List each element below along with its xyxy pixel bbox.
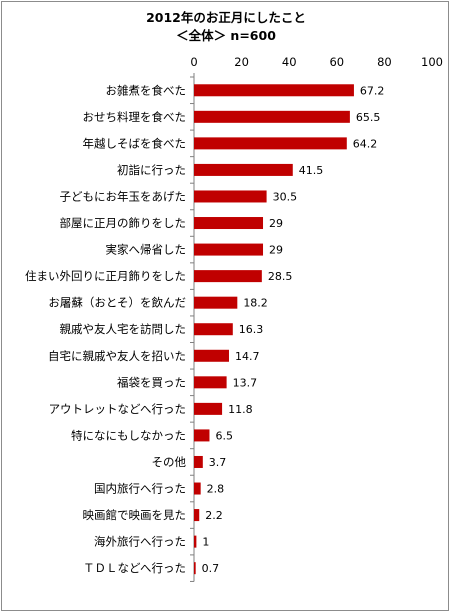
bar	[194, 402, 223, 415]
bar	[194, 217, 264, 230]
x-tick-label: 100	[421, 55, 443, 69]
category-label: 福袋を買った	[117, 375, 186, 389]
category-label: 親戚や友人宅を訪問した	[60, 322, 187, 336]
x-tick-label: 60	[329, 55, 344, 69]
bar	[194, 455, 203, 468]
category-label: 住まい外回りに正月飾りをした	[25, 269, 186, 283]
bar	[194, 243, 264, 256]
category-label: 初詣に行った	[117, 163, 186, 177]
x-tick-label: 40	[282, 55, 297, 69]
value-label: 11.8	[228, 403, 253, 416]
bar	[194, 376, 227, 389]
value-label: 64.2	[353, 137, 378, 150]
category-label: お雑煮を食べた	[106, 83, 187, 97]
chart-title: 2012年のお正月にしたこと	[146, 10, 306, 25]
value-label: 0.7	[202, 562, 220, 575]
value-label: 6.5	[215, 429, 233, 442]
value-label: 2.8	[207, 483, 225, 496]
bar	[194, 323, 233, 336]
bar	[194, 429, 210, 442]
category-label: おせち料理を食べた	[83, 110, 187, 124]
value-label: 29	[269, 244, 283, 257]
value-label: 30.5	[273, 190, 298, 203]
category-label: 海外旅行へ行った	[94, 535, 186, 549]
category-label: 部屋に正月の飾りをした	[60, 216, 187, 230]
bar	[194, 296, 238, 309]
value-label: 67.2	[360, 84, 385, 97]
bar	[194, 535, 197, 548]
bar	[194, 349, 229, 362]
bar	[194, 137, 347, 150]
category-label: 実家へ帰省した	[106, 243, 187, 257]
value-label: 14.7	[235, 350, 260, 363]
bar	[194, 482, 201, 495]
value-label: 13.7	[233, 376, 258, 389]
value-label: 16.3	[239, 323, 264, 336]
value-label: 65.5	[356, 111, 381, 124]
bar	[194, 562, 196, 575]
value-label: 41.5	[299, 164, 324, 177]
category-label: 特になにもしなかった	[71, 428, 186, 442]
bar	[194, 270, 262, 283]
bar	[194, 509, 200, 522]
axes: 0 20 40 60 80 100 お雑煮を食べたおせち料理を食べた年越しそばを食べた初詣に…	[25, 55, 443, 582]
value-label: 3.7	[209, 456, 227, 469]
value-label: 28.5	[268, 270, 293, 283]
category-label: その他	[152, 455, 187, 469]
value-label: 1	[202, 536, 209, 549]
bar	[194, 84, 354, 97]
chart-subtitle: ＜全体＞ n=600	[176, 28, 276, 43]
category-label: アウトレットなどへ行った	[49, 402, 186, 416]
x-tick-label: 80	[377, 55, 392, 69]
bar	[194, 190, 267, 203]
value-label: 2.2	[205, 509, 223, 522]
value-label: 29	[269, 217, 283, 230]
value-label: 18.2	[243, 297, 267, 310]
bars: 67.2 65.5 64.2 41.530.5 29 29 28.5 18.2 16.3 14.7…	[194, 84, 384, 575]
category-label: 年越しそばを食べた	[83, 136, 187, 150]
x-tick-label: 20	[234, 55, 249, 69]
category-label: ＴＤＬなどへ行った	[83, 561, 186, 575]
category-label: 子どもにお年玉をあげた	[60, 189, 187, 203]
x-tick-label: 0	[190, 55, 197, 69]
bar	[194, 110, 350, 123]
category-label: お屠蘇（おとそ）を飲んだ	[48, 296, 186, 310]
category-label: 自宅に親戚や友人を招いた	[48, 349, 186, 363]
bar	[194, 163, 293, 176]
category-label: 映画館で映画を見た	[83, 508, 187, 522]
category-label: 国内旅行へ行った	[94, 482, 186, 496]
